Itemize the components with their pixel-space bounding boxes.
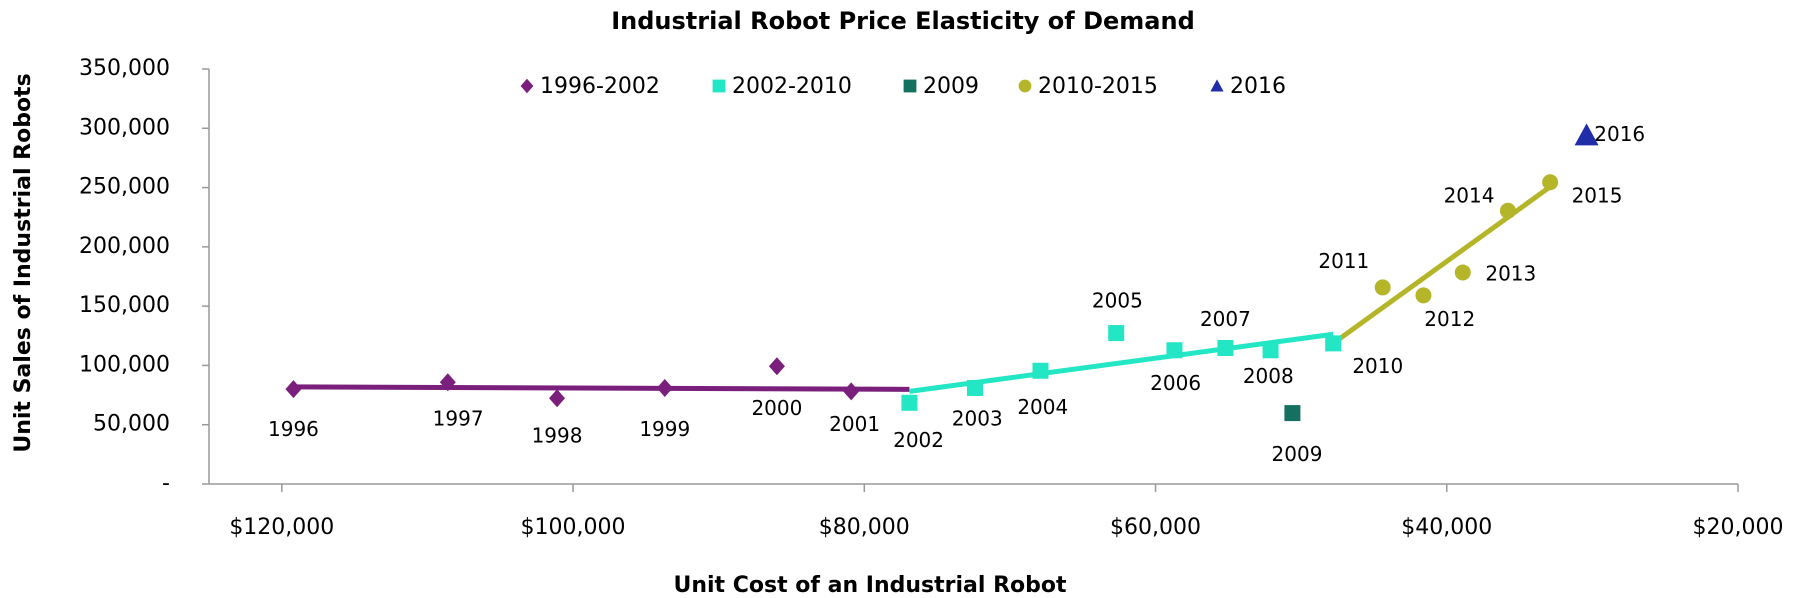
point <box>1542 174 1559 191</box>
point <box>1325 335 1342 352</box>
point <box>768 357 785 376</box>
point <box>901 394 918 411</box>
y-tick-label: 300,000 <box>79 115 170 140</box>
point-label: 2001 <box>829 412 880 436</box>
point-label: 2010 <box>1352 354 1403 378</box>
x-axis-title: Unit Cost of an Industrial Robot <box>673 573 1067 598</box>
y-tick-label: 250,000 <box>79 175 170 200</box>
legend-label: 2010-2015 <box>1038 74 1158 99</box>
point-label: 2013 <box>1485 261 1536 285</box>
point-label: 2002 <box>893 428 944 452</box>
x-tick-label: $100,000 <box>521 515 626 540</box>
trendline <box>293 384 910 392</box>
point <box>656 378 673 397</box>
point <box>1454 264 1471 281</box>
x-tick-label: $80,000 <box>819 515 910 540</box>
legend-label: 2009 <box>923 74 979 99</box>
point-label: 2003 <box>952 406 1003 430</box>
point-label: 2004 <box>1017 395 1068 419</box>
legend-marker <box>520 78 534 94</box>
point <box>1374 279 1391 296</box>
y-axis-title: Unit Sales of Industrial Robots <box>11 73 36 452</box>
y-tick-label: 100,000 <box>79 352 170 377</box>
point <box>285 380 302 399</box>
legend-label: 1996-2002 <box>540 74 660 99</box>
y-tick-label: 150,000 <box>79 293 170 318</box>
point <box>1166 342 1183 359</box>
point <box>1217 339 1234 356</box>
point-label: 2012 <box>1424 307 1475 331</box>
legend-label: 2002-2010 <box>732 74 852 99</box>
point <box>439 373 456 392</box>
point <box>1284 405 1301 422</box>
point <box>1574 123 1599 146</box>
point <box>1032 362 1049 379</box>
x-tick-label: $40,000 <box>1401 515 1492 540</box>
point-label: 2014 <box>1444 184 1495 208</box>
y-tick-label: 200,000 <box>79 234 170 259</box>
chart-title: Industrial Robot Price Elasticity of Dem… <box>611 7 1195 35</box>
legend-marker <box>1210 79 1224 92</box>
point-label: 1999 <box>639 417 690 441</box>
x-tick-label: $120,000 <box>229 515 334 540</box>
point-label: 2011 <box>1318 249 1369 273</box>
point-label: 2000 <box>751 396 802 420</box>
point <box>1415 287 1432 304</box>
point <box>549 389 566 408</box>
point-label: 2016 <box>1594 122 1645 146</box>
point-label: 2015 <box>1572 184 1623 208</box>
point <box>966 379 983 396</box>
point-label: 2009 <box>1272 442 1323 466</box>
x-tick-label: $60,000 <box>1110 515 1201 540</box>
y-tick-label: 350,000 <box>79 56 170 81</box>
legend-label: 2016 <box>1230 74 1286 99</box>
point <box>843 382 860 401</box>
point-label: 2005 <box>1092 289 1143 313</box>
legend-marker <box>1018 79 1032 93</box>
point-label: 1997 <box>433 407 484 431</box>
point <box>1499 202 1516 219</box>
point-label: 1998 <box>532 424 583 448</box>
point <box>1262 342 1279 359</box>
y-tick-label: 50,000 <box>93 412 170 437</box>
x-tick-label: $20,000 <box>1693 515 1784 540</box>
point-label: 2006 <box>1150 371 1201 395</box>
legend-marker <box>712 79 726 93</box>
point-label: 1996 <box>268 417 319 441</box>
legend-marker <box>903 79 917 93</box>
point-label: 2007 <box>1200 307 1251 331</box>
point <box>1108 325 1125 342</box>
y-tick-label: - <box>162 471 170 496</box>
point-label: 2008 <box>1243 364 1294 388</box>
